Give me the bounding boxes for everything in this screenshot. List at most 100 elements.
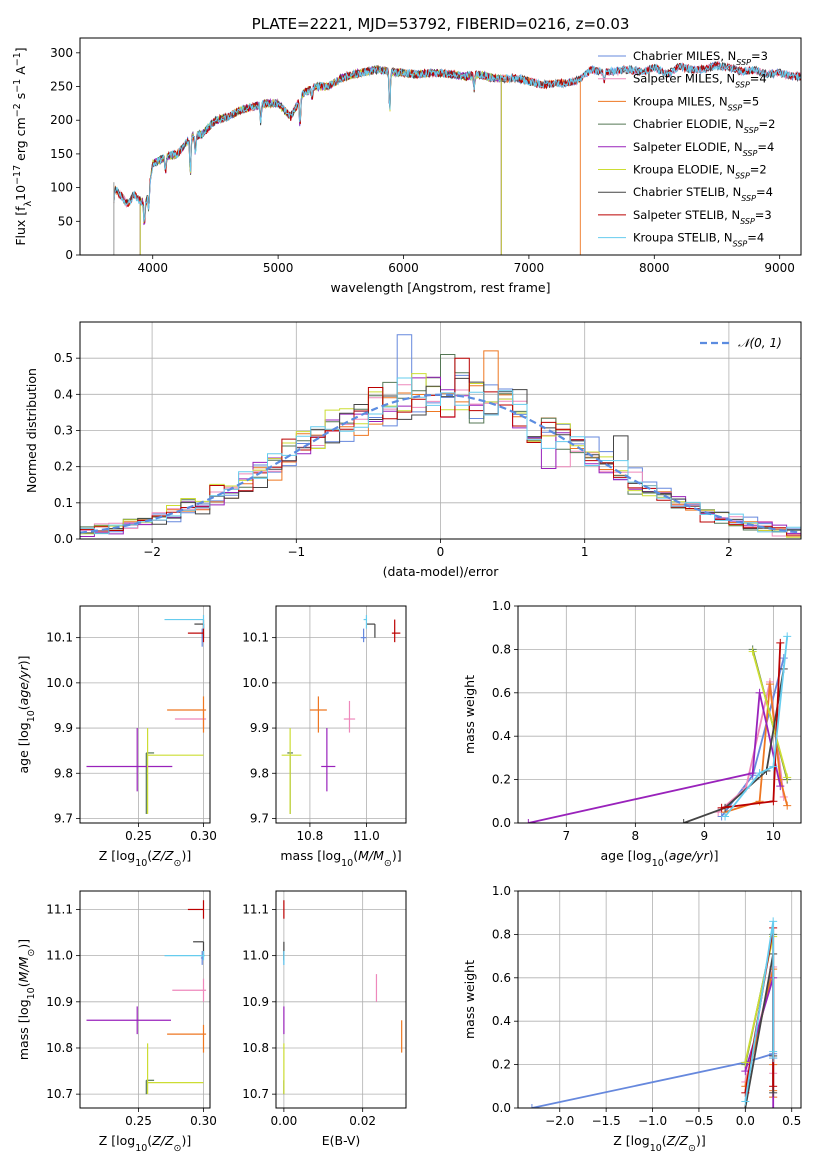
x-tick-label: 0.0 (736, 1114, 755, 1128)
y-label: Flux [fλ10−17 erg cm−2 s−1 A−1] (12, 47, 34, 245)
weight-marker (741, 1067, 750, 1076)
errorbar-point (167, 696, 207, 733)
errorbar-point (86, 1006, 171, 1035)
x-tick-label: 7 (562, 829, 570, 843)
weight-series-line (751, 651, 789, 778)
weight-marker (769, 1054, 778, 1063)
x-tick-label: 0 (437, 545, 445, 559)
errorbar-point (363, 615, 368, 629)
y-tick-label: 0.5 (54, 351, 73, 365)
x-label: wavelength [Angstrom, rest frame] (330, 280, 550, 295)
plot-frame (275, 890, 407, 1109)
plot-frame (79, 605, 211, 824)
legend-entry: Kroupa ELODIE, NSSP=2 (633, 163, 767, 181)
x-label: (data-model)/error (383, 564, 500, 579)
y-tick-label: 11.0 (242, 949, 269, 963)
legend-entry: Kroupa STELIB, NSSP=4 (633, 231, 764, 249)
plot-body-residuals (80, 334, 801, 539)
y-tick-label: 0.4 (492, 729, 511, 743)
weight-marker (769, 1082, 778, 1091)
y-tick-label: 11.1 (46, 902, 73, 916)
legend-entry: 𝒩(0, 1) (738, 336, 782, 350)
plot-frame (517, 890, 802, 1109)
plot-body-mass_vs_EBV (283, 900, 403, 1095)
weight-marker (776, 782, 785, 791)
weight-marker (783, 773, 792, 782)
y-tick-label: 9.9 (54, 721, 73, 735)
y-tick-label: 200 (50, 113, 73, 127)
panel-mass_vs_EBV: 0.00 0.02 10.7 10.8 10.9 11.0 11.1 E(B-V) (242, 890, 407, 1148)
x-tick-label: 7000 (514, 261, 545, 275)
plot-body-age_vs_mass (281, 615, 401, 814)
legend-entry: Salpeter STELIB, NSSP=3 (633, 208, 772, 226)
panel-age_vs_Z: 0.25 0.30 9.7 9.8 9.9 10.0 10.1 Z [log10(Z/Z⊙)]… (16, 605, 217, 869)
weight-marker (783, 632, 792, 641)
x-tick-label: 0.30 (190, 1114, 217, 1128)
y-label: mass weight (462, 960, 477, 1039)
weight-marker (783, 801, 792, 810)
panel-mass_vs_Z: 0.25 0.30 10.7 10.8 10.9 11.0 11.1 Z [log10(Z/Z… (16, 890, 217, 1154)
y-tick-label: 10.8 (46, 1041, 73, 1055)
weight-marker (527, 1104, 536, 1108)
weight-marker (741, 1097, 750, 1106)
y-label: Normed distribution (24, 368, 39, 493)
weight-marker (741, 1058, 750, 1067)
legend-entry: Chabrier MILES, NSSP=3 (633, 49, 768, 67)
x-label: Z [log10(Z/Z⊙)] (99, 1133, 192, 1154)
legend-entry: Salpeter MILES, NSSP=4 (633, 72, 767, 90)
y-tick-label: 1.0 (492, 884, 511, 898)
weight-marker (776, 638, 785, 647)
y-tick-label: 150 (50, 147, 73, 161)
y-tick-label: 9.8 (250, 766, 269, 780)
spectrum-series-line (139, 65, 502, 255)
weight-marker (769, 797, 778, 806)
errorbar-point (321, 728, 336, 792)
weight-marker (755, 797, 764, 806)
errorbar-point (164, 951, 205, 961)
y-tick-label: 0.2 (492, 1058, 511, 1072)
y-tick-label: 0.2 (492, 773, 511, 787)
spectrum-series-line (139, 65, 502, 255)
y-tick-label: 10.0 (242, 676, 269, 690)
weight-marker (769, 1104, 778, 1108)
chart-title: PLATE=2221, MJD=53792, FIBERID=0216, z=0… (252, 15, 630, 33)
errorbar-point (343, 700, 356, 733)
x-tick-label: 0.25 (125, 829, 152, 843)
y-tick-label: 10.7 (46, 1087, 73, 1101)
y-tick-label: 0.3 (54, 424, 73, 438)
y-tick-label: 1.0 (492, 599, 511, 613)
weight-marker (769, 762, 778, 771)
y-tick-label: 10.0 (46, 676, 73, 690)
y-tick-label: 0.4 (492, 1014, 511, 1028)
panel-weight_vs_age: 7 8 9 10 0.0 0.2 0.4 0.6 0.8 1.0 age [log10(age/yr… (462, 599, 802, 869)
y-tick-label: 9.7 (54, 811, 73, 825)
y-label: mass weight (462, 675, 477, 754)
y-tick-label: 9.9 (250, 721, 269, 735)
y-tick-label: 10.8 (242, 1041, 269, 1055)
y-tick-label: 250 (50, 80, 73, 94)
errorbar-point (147, 1043, 204, 1095)
weight-marker (748, 769, 757, 778)
weight-marker (765, 680, 774, 689)
weight-marker (748, 647, 757, 656)
y-tick-label: 10.1 (46, 631, 73, 645)
weight-marker (679, 819, 688, 823)
weight-marker (755, 688, 764, 697)
y-tick-label: 0.8 (492, 927, 511, 941)
plot-body-weight_vs_age (524, 632, 792, 823)
y-tick-label: 300 (50, 46, 73, 60)
errorbar-point (172, 978, 207, 1002)
weight-marker (717, 803, 726, 812)
y-tick-label: 0.0 (54, 532, 73, 546)
errorbar-point (174, 709, 207, 729)
spectrum-series-line (113, 63, 801, 223)
plot-body-weight_vs_Z (527, 917, 778, 1108)
errorbar-point (147, 728, 204, 814)
errorbar-point (86, 728, 173, 792)
x-tick-label: −1 (287, 545, 305, 559)
y-tick-label: 10.9 (242, 995, 269, 1009)
errorbar-point (391, 619, 401, 643)
y-label: mass [log10(M/M⊙)] (16, 939, 37, 1060)
weight-marker (755, 769, 764, 778)
